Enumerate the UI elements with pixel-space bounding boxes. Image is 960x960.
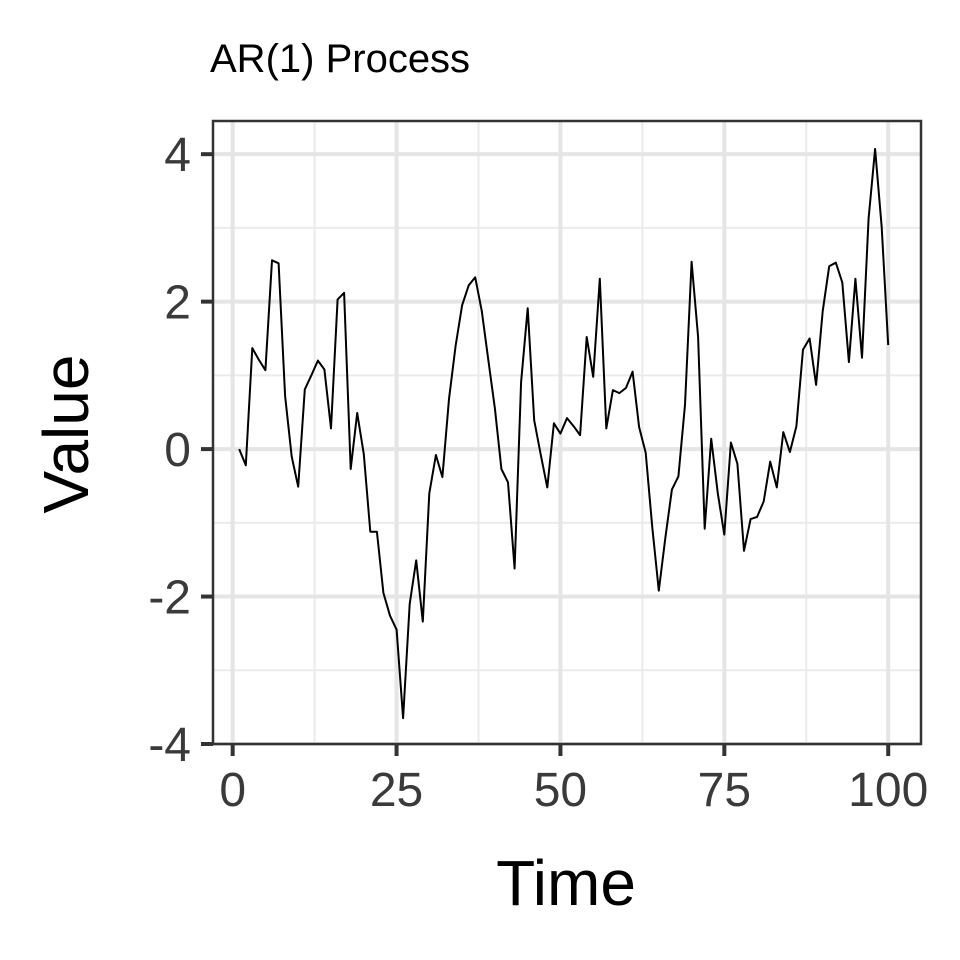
chart-title: AR(1) Process bbox=[210, 37, 470, 81]
y-tick-label: -2 bbox=[148, 572, 191, 625]
x-tick-label: 75 bbox=[698, 764, 751, 817]
x-tick-label: 50 bbox=[534, 764, 587, 817]
series-layer bbox=[238, 148, 890, 720]
y-tick-label: 4 bbox=[164, 129, 191, 182]
y-tick-label: 0 bbox=[164, 424, 191, 477]
grid-lines bbox=[213, 121, 921, 746]
series-line bbox=[238, 148, 890, 720]
x-tick-label: 0 bbox=[219, 764, 246, 817]
y-tick-label: 2 bbox=[164, 277, 191, 330]
y-tick-label: -4 bbox=[148, 719, 191, 772]
x-tick-label: 25 bbox=[370, 764, 423, 817]
axes: 0 25 50 75 100 -4 -2 0 2 4 bbox=[148, 129, 928, 817]
y-axis-title: Value bbox=[30, 355, 102, 514]
x-tick-label: 100 bbox=[848, 764, 928, 817]
plot-panel-border bbox=[211, 119, 923, 746]
x-axis-title: Time bbox=[496, 847, 636, 919]
